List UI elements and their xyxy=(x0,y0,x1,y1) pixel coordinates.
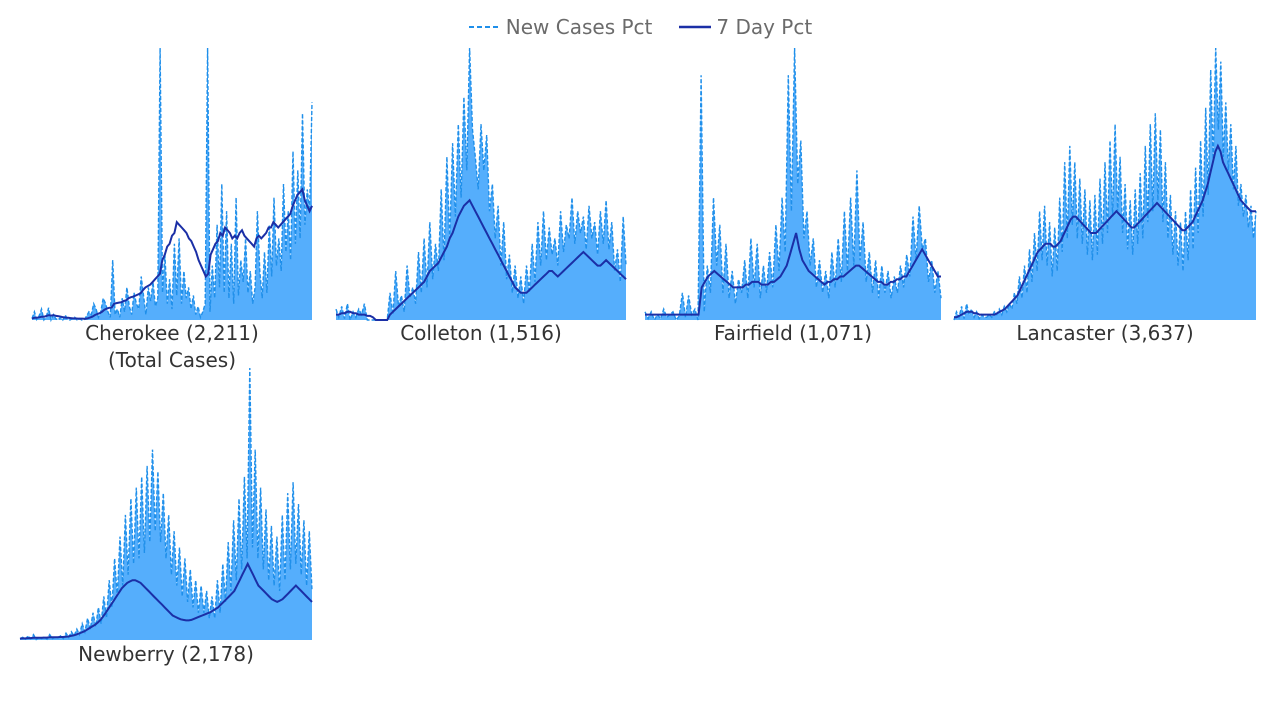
area-cherokee xyxy=(32,48,312,320)
plot-fairfield[interactable] xyxy=(644,46,942,322)
series-line-7-day-newberry xyxy=(19,561,313,640)
legend-item-7-day[interactable]: 7 Day Pct xyxy=(678,15,812,39)
panel-newberry xyxy=(19,366,313,642)
panel-title-newberry: Newberry (2,178) xyxy=(20,641,312,668)
plot-newberry[interactable] xyxy=(19,366,313,642)
series-line-7-day-colleton xyxy=(336,198,627,321)
series-line-7-day-lancaster xyxy=(954,143,1256,319)
panel-title-colleton: Colleton (1,516) xyxy=(336,320,626,347)
area-fairfield xyxy=(645,48,941,320)
plot-cherokee[interactable] xyxy=(31,46,313,323)
panel-title-text: Colleton (1,516) xyxy=(400,321,562,345)
legend-item-new-cases[interactable]: New Cases Pct xyxy=(468,15,653,39)
panel-title-text: Newberry (2,178) xyxy=(78,642,254,666)
panel-title-text: Lancaster (3,637) xyxy=(1016,321,1194,345)
panel-cherokee xyxy=(31,46,313,323)
panel-subtitle-text: (Total Cases) xyxy=(107,348,237,372)
series-line-7-day-cherokee xyxy=(31,187,313,320)
solid-line-icon xyxy=(679,25,712,29)
series-line-new-cases-fairfield xyxy=(644,47,942,322)
panel-colleton xyxy=(335,46,627,323)
panel-title-text: Cherokee (2,211) xyxy=(85,321,259,345)
panel-title-lancaster: Lancaster (3,637) xyxy=(954,320,1256,347)
plot-lancaster[interactable] xyxy=(953,46,1257,322)
series-line-new-cases-lancaster xyxy=(953,47,1257,321)
dashed-line-icon xyxy=(468,26,501,28)
legend-label-new-cases: New Cases Pct xyxy=(505,15,653,39)
legend-label-7-day: 7 Day Pct xyxy=(716,15,813,39)
chart-legend: New Cases Pct 7 Day Pct xyxy=(0,12,1280,42)
panel-title-fairfield: Fairfield (1,071) xyxy=(645,320,941,347)
series-line-new-cases-cherokee xyxy=(31,47,313,323)
series-line-7-day-fairfield xyxy=(645,232,941,316)
area-newberry xyxy=(20,368,312,640)
panel-title-cherokee: Cherokee (2,211) (Total Cases) xyxy=(32,320,312,374)
area-colleton xyxy=(336,48,626,320)
panel-lancaster xyxy=(953,46,1257,322)
panel-fairfield xyxy=(644,46,942,322)
panel-title-text: Fairfield (1,071) xyxy=(713,321,873,345)
plot-colleton[interactable] xyxy=(335,46,627,323)
